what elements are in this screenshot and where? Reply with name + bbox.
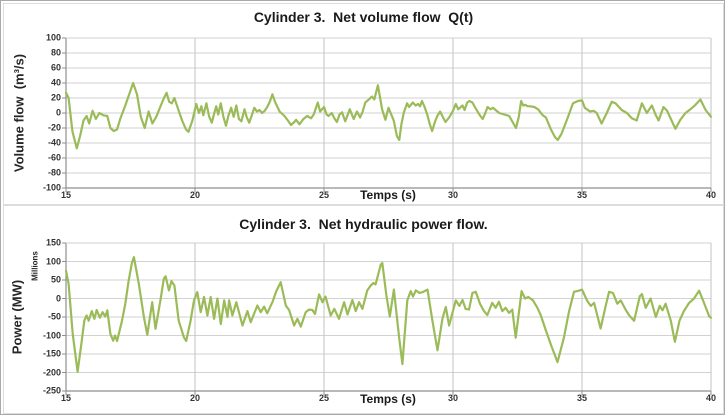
y-tick-label: -250 [42, 385, 61, 396]
x-axis-title-power-flow: Temps (s) [360, 392, 416, 406]
series-line-Q(t) [64, 81, 713, 150]
y-tick-label: -200 [42, 367, 61, 377]
x-tick-label: 20 [189, 190, 201, 200]
chart-title-volume-flow: Cylinder 3. Net volume flow Q(t) [253, 9, 474, 25]
x-tick-label: 30 [447, 190, 459, 200]
x-tick-label: 15 [60, 393, 72, 403]
x-tick-label: 25 [318, 393, 330, 403]
x-tick-label: 35 [576, 190, 588, 200]
y-tick-label: -50 [47, 311, 61, 322]
y-tick-label: -100 [42, 182, 61, 193]
plot-area-power-flow [62, 242, 713, 395]
y-tick-label: 100 [45, 32, 61, 43]
x-tick-label: 30 [447, 393, 459, 403]
plot-area-volume-flow [62, 37, 713, 192]
y-tick-label: 60 [50, 62, 61, 73]
y-tick-label: -40 [47, 137, 61, 148]
x-axis-title-volume-flow: Temps (s) [360, 188, 416, 202]
x-tick-label: 35 [576, 393, 588, 403]
y-tick-label: 0 [55, 293, 61, 303]
x-tick-label: 15 [60, 190, 72, 200]
y-axis-title-power-flow: Power (MW) [9, 279, 25, 355]
y-tick-label: 80 [50, 47, 61, 58]
chart-title-power-flow: Cylinder 3. Net hydraulic power flow. [239, 216, 488, 232]
y-tick-label: -60 [47, 152, 61, 163]
y-axis-title-volume-flow: Volume flow (m³/s) [11, 53, 27, 173]
y-tick-label: 100 [45, 256, 61, 266]
x-tick-label: 25 [318, 190, 330, 200]
series-line-P(t) [64, 256, 713, 373]
y-tick-label: 40 [50, 77, 61, 88]
y-tick-label: -20 [47, 122, 61, 133]
y-tick-label: 20 [50, 92, 61, 103]
y-tick-label: 50 [50, 274, 61, 285]
y-tick-label: -150 [42, 348, 61, 359]
x-tick-label: 40 [705, 190, 717, 200]
x-tick-label: 40 [705, 393, 717, 403]
y-tick-label: -80 [47, 167, 61, 178]
y-tick-label: 0 [55, 107, 61, 118]
x-tick-label: 20 [189, 393, 201, 403]
chart-frame-volume-flow [3, 3, 724, 205]
y-tick-label: -100 [42, 330, 61, 340]
y-tick-label: 150 [45, 237, 61, 248]
